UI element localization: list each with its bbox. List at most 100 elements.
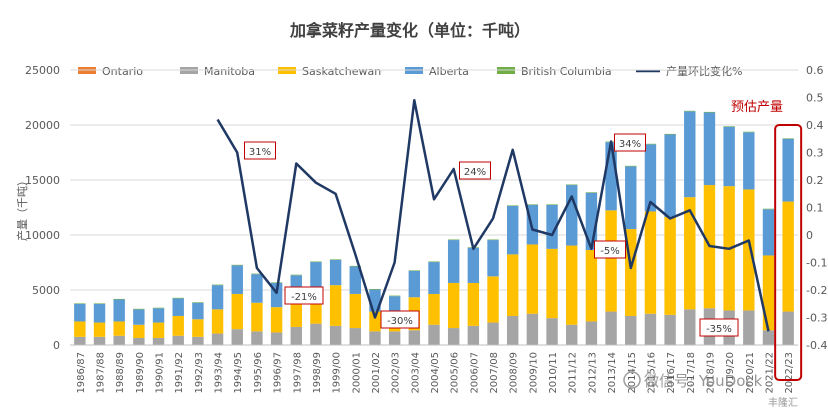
bar-segment xyxy=(74,303,86,322)
bar-segment xyxy=(467,247,480,283)
bar-segment xyxy=(133,309,145,325)
x-tick-label: 2019/20 xyxy=(725,352,736,394)
bar-segment xyxy=(152,337,165,345)
bar-segment xyxy=(506,205,519,206)
bar-segment xyxy=(487,276,499,323)
annotation-box xyxy=(284,286,324,305)
x-tick-label: 2011/12 xyxy=(568,352,579,394)
y2-tick-label: 0.6 xyxy=(806,64,824,77)
bar-segment xyxy=(93,336,106,345)
x-tick-label: 1998/99 xyxy=(312,352,323,394)
x-tick-label: 2015/16 xyxy=(646,352,657,394)
bar-segment xyxy=(625,165,637,167)
bar-segment xyxy=(74,303,86,304)
bar-segment xyxy=(231,264,243,266)
bar-segment xyxy=(329,259,342,260)
y-tick-label: 0 xyxy=(53,339,60,352)
bar-segment xyxy=(93,322,106,337)
bar-segment xyxy=(369,289,381,290)
bar-segment xyxy=(329,285,342,326)
bar-segment xyxy=(625,315,637,345)
bar-segment xyxy=(211,309,224,334)
y-tick-label: 5000 xyxy=(32,284,60,297)
bar-segment xyxy=(270,307,283,333)
bar-segment xyxy=(684,309,696,345)
x-tick-label: 1996/97 xyxy=(273,352,284,394)
bar-segment xyxy=(664,314,676,345)
x-tick-label: 1993/94 xyxy=(214,352,225,394)
bar-segment xyxy=(93,303,106,323)
bar-segment xyxy=(133,324,145,338)
y2-tick-label: 0.5 xyxy=(806,92,824,105)
bar-segment xyxy=(447,239,460,241)
y-axis-title: 产量（千吨） xyxy=(15,175,29,241)
bar-segment xyxy=(743,189,755,311)
x-tick-label: 2017/18 xyxy=(686,352,697,394)
bar-segment xyxy=(526,204,539,205)
bar-segment xyxy=(506,254,519,316)
bar-segment xyxy=(428,261,440,263)
annotations: 31% -21% -30% 24% 34% -5% -35% xyxy=(244,133,739,337)
bar-segment xyxy=(329,259,342,286)
bar-segment xyxy=(349,328,362,345)
bar-segment xyxy=(487,240,499,277)
bar-segment xyxy=(251,273,263,275)
line-path xyxy=(216,99,770,332)
bar-segment xyxy=(388,331,401,345)
x-tick-label: 2000/01 xyxy=(351,352,362,394)
bar-segment xyxy=(566,185,578,246)
highlight-box: 预估产量 xyxy=(731,100,803,381)
watermark-text: 微信号: YouDock xyxy=(644,372,763,390)
bar-segment xyxy=(369,311,381,332)
bar-segment xyxy=(349,265,362,267)
x-tick-label: 2022/23 xyxy=(784,352,795,394)
bar-segment xyxy=(625,229,637,316)
watermark-sub: 丰隆汇 xyxy=(768,396,798,409)
bar-segment xyxy=(782,201,794,312)
bar-segment xyxy=(625,166,637,230)
x-tick-label: 2010/11 xyxy=(548,352,559,394)
bar-segment xyxy=(152,308,165,323)
bar-segment xyxy=(447,240,460,283)
bar-segment xyxy=(743,131,755,133)
x-tick-label: 2003/04 xyxy=(410,352,421,394)
bar-segment xyxy=(290,275,302,294)
y-tick-label: 25000 xyxy=(25,64,60,77)
bar-segment xyxy=(211,333,224,345)
bars xyxy=(74,110,794,346)
y-axis-ticks: 0 5000 10000 15000 20000 25000 xyxy=(25,64,60,352)
bar-segment xyxy=(74,336,86,345)
bar-segment xyxy=(664,216,676,315)
bar-segment xyxy=(231,329,243,345)
x-tick-label: 1995/96 xyxy=(253,352,264,394)
bar-segment xyxy=(585,321,598,345)
bar-segment xyxy=(408,330,421,345)
bar-segment xyxy=(566,184,578,186)
annotation-label: 24% xyxy=(464,167,486,178)
bar-segment xyxy=(743,132,755,190)
x-tick-label: 2013/14 xyxy=(607,352,618,394)
bar-segment xyxy=(113,321,125,336)
bar-segment xyxy=(172,297,184,299)
bar-segment xyxy=(546,204,558,205)
highlight-label: 预估产量 xyxy=(731,100,783,115)
bar-segment xyxy=(388,295,401,297)
bar-segment xyxy=(447,328,460,345)
annotation-box xyxy=(594,240,626,259)
y2-tick-label: -0.2 xyxy=(806,284,827,297)
bar-segment xyxy=(290,326,302,345)
bar-segment xyxy=(290,274,302,276)
legend: Ontario Manitoba Saskatchewan Alberta Britis… xyxy=(78,64,742,78)
bar-segment xyxy=(211,285,224,310)
x-tick-label: 2014/15 xyxy=(627,352,638,394)
x-tick-label: 2004/05 xyxy=(430,352,441,394)
legend-label: Alberta xyxy=(429,65,469,78)
bar-segment xyxy=(152,322,165,338)
bar-segment xyxy=(310,323,322,345)
bar-segment xyxy=(74,321,86,337)
bar-segment xyxy=(566,245,578,325)
bar-segment xyxy=(172,315,184,336)
bar-segment xyxy=(251,331,263,345)
x-tick-label: 1989/90 xyxy=(135,352,146,394)
bar-segment xyxy=(487,239,499,241)
